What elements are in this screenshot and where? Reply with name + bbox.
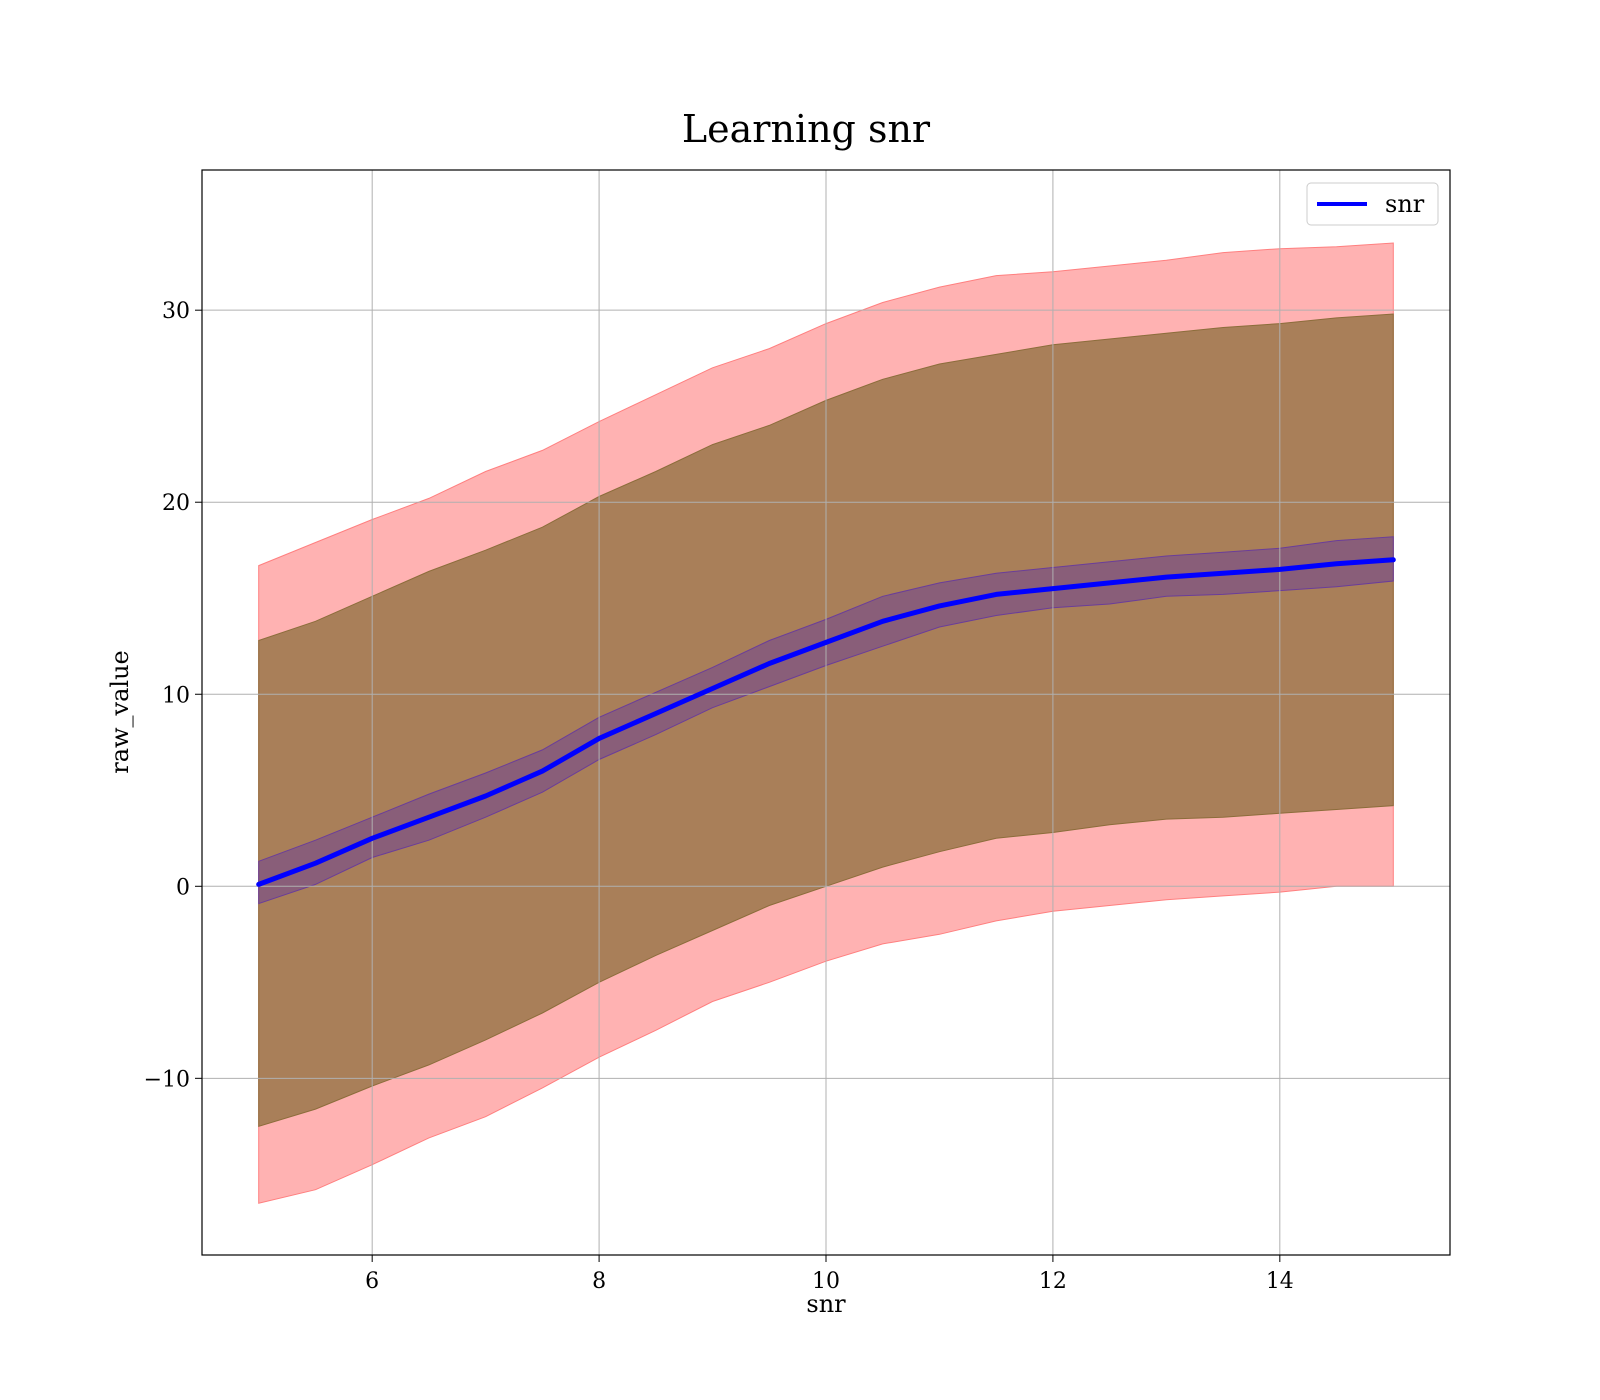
y-tick-label: 10 [162,683,190,708]
x-tick-label: 8 [592,1269,606,1294]
y-axis-label: raw_value [106,650,134,774]
y-tick-label: 20 [162,491,190,516]
x-axis-ticks: 6 8 10 12 14 [365,1255,1294,1294]
x-axis-label: snr [806,1290,846,1318]
x-tick-label: 10 [812,1269,840,1294]
x-tick-label: 12 [1039,1269,1067,1294]
grid [202,170,1450,1255]
y-tick-label: −10 [144,1067,190,1092]
plot-area [201,169,1451,1256]
legend-box [1306,182,1439,226]
legend: snr [1306,182,1439,226]
x-tick-label: 6 [365,1269,379,1294]
legend-entry-snr: snr [1385,190,1425,218]
y-tick-label: 0 [176,875,190,900]
y-tick-label: 30 [162,299,190,324]
series-line-snr [256,557,1396,887]
series-lines [256,557,1396,887]
chart-title: Learning snr [682,107,931,151]
y-axis-ticks: −10 0 10 20 30 [144,299,202,1092]
x-tick-label: 14 [1266,1269,1294,1294]
